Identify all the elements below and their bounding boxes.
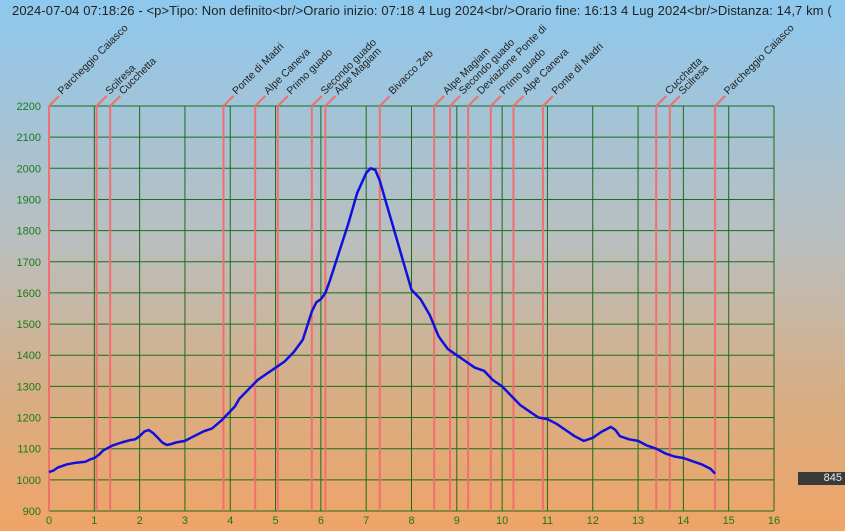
- y-tick-label: 2200: [17, 101, 41, 113]
- waypoint-leader: [542, 95, 554, 107]
- waypoint-label: Bivacco Zeb: [386, 48, 435, 97]
- x-tick-label: 1: [91, 515, 97, 527]
- x-tick-label: 3: [182, 515, 188, 527]
- elevation-series-line: [48, 167, 717, 475]
- x-tick-label: 11: [542, 515, 553, 527]
- x-tick-label: 4: [227, 515, 233, 527]
- y-tick-label: 1900: [17, 194, 41, 206]
- value-badge: 845: [798, 472, 845, 485]
- waypoint-leader: [490, 95, 502, 107]
- chart-grid: [48, 105, 775, 512]
- waypoint-leader: [277, 95, 289, 107]
- x-tick-label: 8: [408, 515, 414, 527]
- x-tick-label: 16: [768, 515, 780, 527]
- y-tick-label: 1400: [17, 350, 41, 362]
- y-tick-label: 900: [23, 506, 41, 518]
- waypoint-leader: [222, 95, 235, 107]
- y-tick-label: 1100: [17, 444, 41, 456]
- waypoint-leader: [311, 95, 323, 107]
- waypoint-leader: [669, 95, 681, 107]
- y-tick-label: 1700: [17, 257, 41, 269]
- waypoint-label: Parcheggio Caiasco: [722, 22, 797, 97]
- waypoint-leader: [48, 95, 60, 107]
- y-tick-label: 2100: [17, 132, 41, 144]
- waypoint-leader: [109, 95, 121, 107]
- y-tick-label: 1200: [17, 413, 41, 425]
- x-tick-label: 6: [318, 515, 324, 527]
- x-tick-label: 13: [632, 515, 644, 527]
- waypoint-leader: [714, 95, 726, 107]
- x-tick-label: 15: [723, 515, 735, 527]
- elevation-track: [48, 167, 717, 475]
- x-tick-label: 10: [496, 515, 508, 527]
- x-tick-label: 0: [46, 515, 52, 527]
- x-tick-label: 9: [454, 515, 460, 527]
- axis-tick-labels: 0 1 2 3 4 5 6 7 8 9 10 11 12 13 14 15 169001000110012001…: [17, 101, 781, 527]
- waypoint-leader: [433, 95, 445, 107]
- waypoint-leader: [379, 95, 391, 107]
- waypoint-leader: [655, 95, 667, 107]
- x-tick-label: 7: [363, 515, 369, 527]
- waypoint-leader: [449, 95, 461, 107]
- x-tick-label: 5: [273, 515, 279, 527]
- y-tick-label: 1800: [17, 226, 41, 238]
- y-tick-label: 1300: [17, 381, 41, 393]
- waypoint-leader: [254, 95, 266, 107]
- waypoint-leader: [512, 95, 525, 107]
- track-info-header: 2024-07-04 07:18:26 - <p>Tipo: Non defin…: [12, 3, 832, 18]
- waypoint-leader: [324, 95, 337, 107]
- x-tick-label: 14: [677, 515, 689, 527]
- waypoint-label: Ponte di Madri: [550, 41, 606, 97]
- x-tick-label: 12: [587, 515, 599, 527]
- waypoint-leader: [95, 95, 108, 107]
- x-tick-label: 2: [137, 515, 143, 527]
- y-tick-label: 1000: [17, 475, 41, 487]
- y-tick-label: 2000: [17, 163, 41, 175]
- y-tick-label: 1600: [17, 288, 41, 300]
- y-tick-label: 1500: [17, 319, 41, 331]
- waypoint-leader: [467, 95, 479, 107]
